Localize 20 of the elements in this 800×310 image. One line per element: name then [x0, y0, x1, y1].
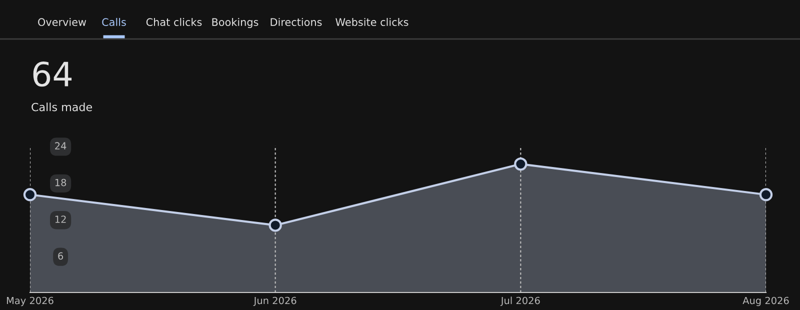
text: 64 [33, 61, 72, 87]
y-tick-label: 24 [55, 142, 66, 150]
point [23, 188, 37, 202]
point [268, 218, 282, 232]
y-tick-label: 6 [58, 252, 64, 260]
x-tick-label: Jun 2026 [253, 296, 296, 306]
text: Overview [38, 18, 86, 26]
y-tick-label: 12 [55, 216, 66, 223]
chart-title: Calls made [32, 102, 92, 112]
text: Directions [270, 18, 322, 26]
x-tick-label: Jul 2026 [500, 296, 540, 306]
text: Chat clicks [146, 18, 202, 26]
text: Bookings [212, 18, 258, 28]
x-tick-label: May 2026 [6, 296, 54, 306]
text: Website clicks [336, 18, 408, 26]
text: Calls [102, 18, 126, 26]
point [514, 157, 528, 171]
y-tick-label: 18 [55, 178, 66, 186]
x-tick-label: Aug 2026 [742, 296, 789, 306]
point [759, 188, 773, 202]
